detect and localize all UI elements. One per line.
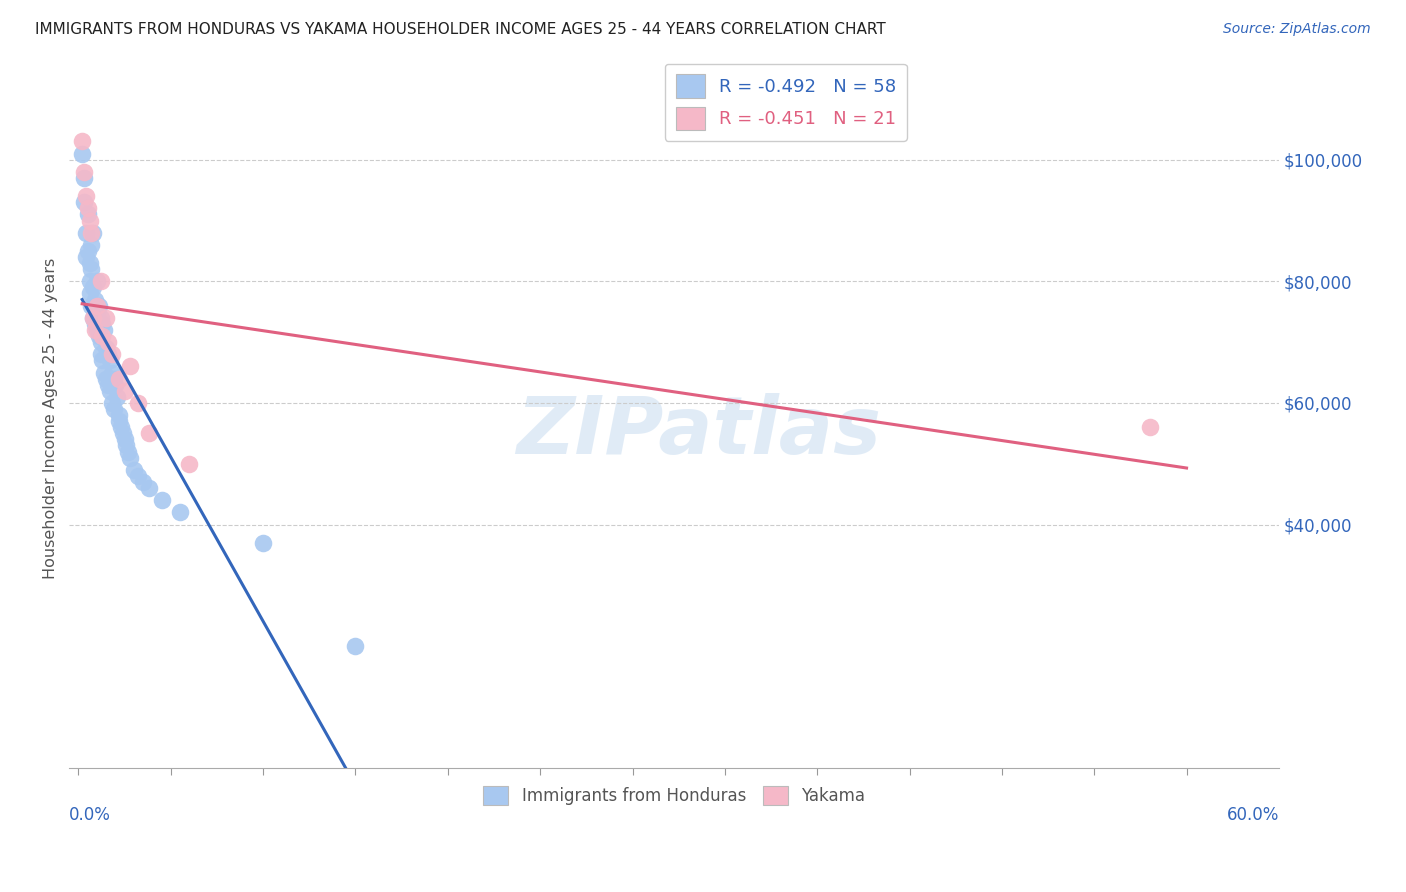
Point <box>105 390 128 404</box>
Point <box>91 317 114 331</box>
Point <box>80 299 103 313</box>
Point <box>79 274 101 288</box>
Point <box>82 310 104 325</box>
Point <box>90 335 112 350</box>
Point <box>84 323 107 337</box>
Point <box>79 286 101 301</box>
Point <box>108 408 131 422</box>
Point <box>82 226 104 240</box>
Point <box>73 195 96 210</box>
Point <box>96 371 118 385</box>
Point <box>80 237 103 252</box>
Point <box>150 493 173 508</box>
Legend: Immigrants from Honduras, Yakama: Immigrants from Honduras, Yakama <box>477 780 872 812</box>
Point <box>93 366 115 380</box>
Point <box>76 202 98 216</box>
Point <box>84 317 107 331</box>
Point <box>115 438 138 452</box>
Point <box>179 457 201 471</box>
Point <box>76 207 98 221</box>
Point <box>1139 420 1161 434</box>
Point <box>96 310 118 325</box>
Point <box>70 135 93 149</box>
Point <box>90 347 112 361</box>
Point <box>75 226 97 240</box>
Text: Source: ZipAtlas.com: Source: ZipAtlas.com <box>1223 22 1371 37</box>
Point <box>80 226 103 240</box>
Y-axis label: Householder Income Ages 25 - 44 years: Householder Income Ages 25 - 44 years <box>44 258 58 579</box>
Point <box>138 481 160 495</box>
Text: ZIPatlas: ZIPatlas <box>516 393 880 471</box>
Point <box>93 323 115 337</box>
Point <box>132 475 155 489</box>
Point <box>114 384 136 398</box>
Point <box>108 371 131 385</box>
Text: IMMIGRANTS FROM HONDURAS VS YAKAMA HOUSEHOLDER INCOME AGES 25 - 44 YEARS CORRELA: IMMIGRANTS FROM HONDURAS VS YAKAMA HOUSE… <box>35 22 886 37</box>
Point <box>79 213 101 227</box>
Point <box>75 189 97 203</box>
Point <box>120 359 142 374</box>
Point <box>111 426 134 441</box>
Point <box>98 353 121 368</box>
Point <box>100 396 122 410</box>
Point <box>127 396 149 410</box>
Point <box>97 335 120 350</box>
Point <box>70 146 93 161</box>
Point <box>96 341 118 355</box>
Point <box>84 293 107 307</box>
Point <box>91 329 114 343</box>
Point <box>104 377 127 392</box>
Point <box>90 310 112 325</box>
Point <box>73 165 96 179</box>
Point <box>122 463 145 477</box>
Point <box>73 171 96 186</box>
Point <box>114 433 136 447</box>
Text: 0.0%: 0.0% <box>69 806 111 824</box>
Point <box>80 262 103 277</box>
Point <box>98 384 121 398</box>
Point <box>100 366 122 380</box>
Point <box>87 329 110 343</box>
Point <box>76 244 98 258</box>
Point <box>86 274 108 288</box>
Point <box>86 323 108 337</box>
Point <box>138 426 160 441</box>
Text: 60.0%: 60.0% <box>1226 806 1279 824</box>
Point <box>75 250 97 264</box>
Point <box>108 414 131 428</box>
Point <box>252 535 274 549</box>
Point <box>97 377 120 392</box>
Point <box>87 299 110 313</box>
Point <box>344 639 367 653</box>
Point <box>110 420 132 434</box>
Point <box>86 299 108 313</box>
Point <box>103 371 125 385</box>
Point <box>100 347 122 361</box>
Point <box>103 402 125 417</box>
Point <box>120 450 142 465</box>
Point <box>97 347 120 361</box>
Point <box>79 256 101 270</box>
Point <box>169 505 191 519</box>
Point <box>90 274 112 288</box>
Point <box>117 444 139 458</box>
Point <box>82 310 104 325</box>
Point <box>91 353 114 368</box>
Point <box>82 280 104 294</box>
Point <box>86 304 108 318</box>
Point <box>127 468 149 483</box>
